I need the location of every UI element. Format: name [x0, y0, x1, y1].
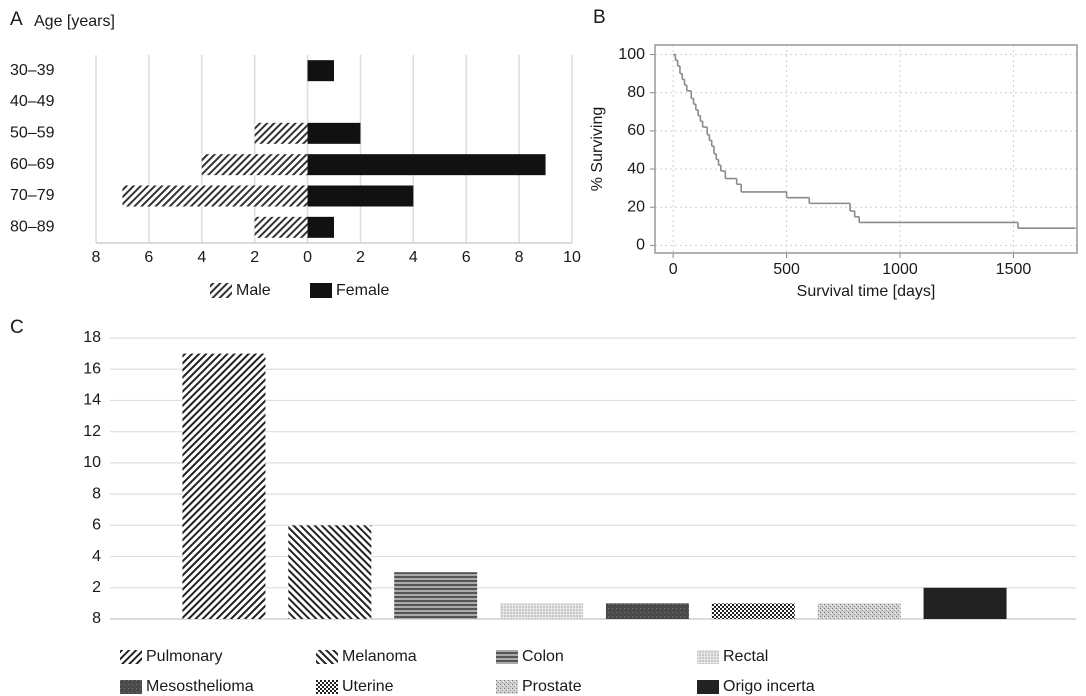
- bar: [605, 603, 689, 619]
- y-tick-label: 80: [627, 84, 645, 101]
- bar: [307, 60, 334, 82]
- legend-swatch: [310, 283, 332, 298]
- y-tick-label: 70–79: [10, 187, 55, 204]
- bar: [307, 154, 546, 176]
- y-tick-label: 40–49: [10, 93, 55, 110]
- y-tick-label: 40: [627, 160, 645, 177]
- y-axis-title: % Surviving: [589, 107, 606, 191]
- panel-label: B: [593, 7, 606, 28]
- y-tick-label: 80–89: [10, 219, 55, 236]
- bar: [817, 603, 901, 619]
- y-tick-label: 10: [83, 454, 101, 471]
- legend-swatch: [496, 680, 518, 694]
- bar: [307, 122, 361, 144]
- y-tick-label: 20: [627, 198, 645, 215]
- plot-frame: [654, 44, 1078, 254]
- x-tick-label: 2: [250, 249, 259, 266]
- legend-label: Melanoma: [342, 648, 417, 665]
- legend-label: Pulmonary: [146, 648, 222, 665]
- panel-label: A: [10, 9, 23, 30]
- y-tick-label: 12: [83, 423, 101, 440]
- x-tick-label: 500: [773, 261, 800, 278]
- y-tick-label: 4: [92, 548, 101, 565]
- x-tick-label: 0: [303, 249, 312, 266]
- bar: [254, 122, 308, 144]
- legend-label: Female: [336, 282, 389, 299]
- legend-swatch: [210, 283, 232, 298]
- x-tick-label: 8: [92, 249, 101, 266]
- legend-label: Origo incerta: [723, 678, 815, 695]
- y-tick-label: 14: [83, 392, 101, 409]
- y-tick-label: 0: [636, 237, 645, 254]
- legend-swatch: [316, 650, 338, 664]
- bar: [288, 525, 372, 619]
- x-tick-label: 0: [669, 261, 678, 278]
- bar: [711, 603, 795, 619]
- y-tick-label: 50–59: [10, 125, 55, 142]
- bar: [394, 572, 478, 619]
- y-tick-label: 16: [83, 360, 101, 377]
- y-tick-label: 30–39: [10, 62, 55, 79]
- legend-label: Uterine: [342, 678, 394, 695]
- legend-label: Prostate: [522, 678, 582, 695]
- y-tick-label: 6: [92, 517, 101, 534]
- panel-label: C: [10, 317, 24, 338]
- x-tick-label: 6: [144, 249, 153, 266]
- legend-label: Colon: [522, 648, 564, 665]
- legend-label: Male: [236, 282, 271, 299]
- legend-swatch: [496, 650, 518, 664]
- y-tick-label: 8: [92, 485, 101, 502]
- bar: [122, 185, 308, 207]
- legend-swatch: [316, 680, 338, 694]
- x-tick-label: 4: [197, 249, 206, 266]
- x-tick-label: 8: [515, 249, 524, 266]
- y-tick-label: 60–69: [10, 156, 55, 173]
- bar: [500, 603, 584, 619]
- legend-label: Mesosthelioma: [146, 678, 254, 695]
- axis-title: Age [years]: [34, 13, 115, 30]
- y-tick-label: 100: [618, 46, 645, 63]
- x-tick-label: 10: [563, 249, 581, 266]
- x-tick-label: 2: [356, 249, 365, 266]
- bar: [307, 216, 334, 238]
- bar: [307, 185, 414, 207]
- x-tick-label: 6: [462, 249, 471, 266]
- y-tick-label: 18: [83, 329, 101, 346]
- bar: [254, 216, 308, 238]
- x-tick-label: 1000: [882, 261, 918, 278]
- y-tick-label: 2: [92, 579, 101, 596]
- bar: [201, 154, 308, 176]
- x-axis-title: Survival time [days]: [797, 283, 936, 300]
- y-tick-label: 60: [627, 122, 645, 139]
- x-tick-label: 4: [409, 249, 418, 266]
- legend-swatch: [120, 680, 142, 694]
- legend-swatch: [120, 650, 142, 664]
- legend-swatch: [697, 680, 719, 694]
- legend-label: Rectal: [723, 648, 768, 665]
- y-origin-label: 8: [92, 610, 101, 627]
- bar: [182, 353, 266, 619]
- x-tick-label: 1500: [996, 261, 1032, 278]
- bar: [923, 587, 1007, 619]
- legend-swatch: [697, 650, 719, 664]
